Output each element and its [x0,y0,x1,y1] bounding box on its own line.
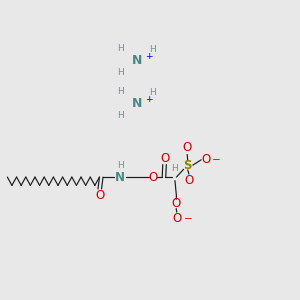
Text: H: H [149,88,155,97]
Text: +: + [146,95,153,104]
Text: H: H [117,68,124,76]
Text: H: H [117,161,124,170]
Text: N: N [131,98,142,110]
Text: +: + [146,52,153,61]
Text: O: O [148,170,157,184]
Text: O: O [160,152,170,165]
Text: O: O [172,197,181,210]
Text: O: O [172,212,182,225]
Text: O: O [182,141,192,154]
Text: N: N [114,170,124,184]
Text: O: O [201,153,210,166]
Text: O: O [184,174,194,187]
Text: −: − [184,214,192,224]
Text: H: H [117,44,124,53]
Text: N: N [131,54,142,67]
Text: H: H [149,45,155,54]
Text: O: O [95,189,105,202]
Text: H: H [117,87,124,96]
Text: H: H [117,111,124,120]
Text: H: H [171,164,178,172]
Text: −: − [212,155,220,165]
Text: S: S [184,159,192,172]
